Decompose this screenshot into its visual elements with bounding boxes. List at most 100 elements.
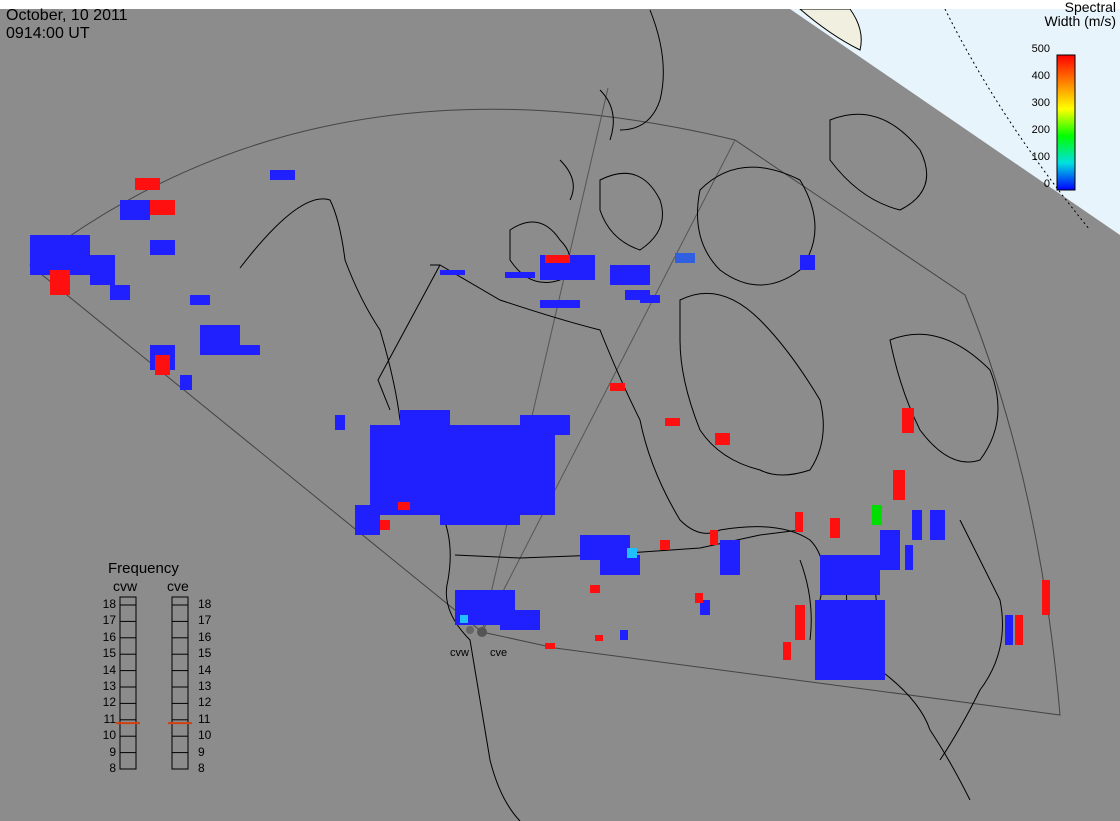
frequency-scale-label: 17 xyxy=(102,613,116,628)
echo-cell xyxy=(930,510,945,540)
frequency-scale-label: 17 xyxy=(198,613,212,628)
fov-beam-line xyxy=(481,139,736,633)
echo-cell xyxy=(110,285,130,300)
echo-cell xyxy=(50,270,70,295)
echo-cell xyxy=(270,170,295,180)
echo-cell xyxy=(715,433,730,445)
echo-cell xyxy=(905,545,913,570)
frequency-scale-label: 10 xyxy=(198,728,212,743)
radar-site-cve xyxy=(477,627,487,637)
frequency-scale-label: 11 xyxy=(103,711,116,726)
echo-cell xyxy=(625,290,650,300)
polar-region xyxy=(790,9,1120,235)
echo-cell xyxy=(610,383,625,391)
frequency-scale-label: 9 xyxy=(109,744,116,759)
echo-cell xyxy=(400,410,450,430)
echo-cell xyxy=(595,635,603,641)
echo-cell xyxy=(150,200,175,215)
colorbar-title-line1: Spectral xyxy=(1064,0,1116,15)
frequency-scale-label: 16 xyxy=(102,629,116,644)
echo-cell xyxy=(675,253,695,263)
echo-cell xyxy=(640,295,660,303)
echo-cell xyxy=(795,605,805,640)
colorbar xyxy=(1056,54,1076,191)
echo-cell xyxy=(795,512,803,532)
cvw-channel-label: cvw xyxy=(113,578,138,594)
echo-cell xyxy=(500,610,540,630)
echo-cell xyxy=(820,555,880,595)
echo-cell xyxy=(440,270,465,275)
echo-cell xyxy=(610,265,650,285)
echo-cell xyxy=(720,540,740,575)
fov-beam-line xyxy=(481,87,609,633)
echo-cell xyxy=(590,585,600,593)
frequency-scale-label: 14 xyxy=(102,662,116,677)
echo-cell xyxy=(545,255,570,263)
plot-time: 0914:00 UT xyxy=(6,25,90,42)
frequency-scale-label: 12 xyxy=(198,695,212,710)
radar-label-cvw: cvw xyxy=(450,647,469,659)
echo-cell xyxy=(830,518,840,538)
echo-cell xyxy=(695,593,703,603)
frequency-scale-label: 13 xyxy=(102,679,116,693)
polar-circle-dashed xyxy=(944,8,1091,231)
echo-cell xyxy=(180,375,192,390)
radar-label-cve: cve xyxy=(490,647,508,659)
echo-cell xyxy=(380,520,390,530)
frequency-scale-label: 14 xyxy=(198,662,212,677)
echo-cell xyxy=(545,643,555,649)
echo-cell xyxy=(815,600,885,680)
colorbar-tick-label: 100 xyxy=(1031,151,1050,163)
frequency-scale-label: 8 xyxy=(109,761,116,775)
cve-frequency-bar xyxy=(171,596,189,770)
plot-date: October, 10 2011 xyxy=(6,7,128,24)
echo-cell xyxy=(398,502,410,510)
echo-cell xyxy=(150,240,175,255)
echo-cell xyxy=(440,500,520,525)
echo-cell xyxy=(1042,580,1050,615)
echo-cell xyxy=(120,200,150,220)
borders xyxy=(377,264,801,559)
polar-landmass xyxy=(798,8,862,51)
echo-cell xyxy=(335,415,345,430)
colorbar-title: Spectral Width (m/s) xyxy=(996,0,1116,28)
frequency-scale-label: 18 xyxy=(198,597,212,611)
echo-cell xyxy=(240,345,260,355)
frequency-scale-label: 15 xyxy=(102,646,116,661)
echo-cell xyxy=(700,600,710,615)
echo-cells xyxy=(30,170,1050,680)
echo-cell xyxy=(155,355,170,375)
frequency-scale-label: 18 xyxy=(102,597,116,611)
echo-cell xyxy=(627,548,637,558)
colorbar-tick-label: 500 xyxy=(1031,43,1050,55)
colorbar-tick-label: 400 xyxy=(1031,70,1050,82)
echo-cell xyxy=(1005,615,1013,645)
radar-site-cvw xyxy=(466,626,474,634)
echo-cell xyxy=(355,505,380,535)
echo-cell xyxy=(665,418,680,426)
colorbar-title-line2: Width (m/s) xyxy=(1044,13,1116,29)
frequency-title: Frequency xyxy=(108,560,179,577)
echo-cell xyxy=(902,408,914,433)
frequency-scale-label: 10 xyxy=(102,728,116,743)
echo-cell xyxy=(135,178,160,190)
frequency-scale-label: 16 xyxy=(198,629,212,644)
echo-cell xyxy=(660,540,670,550)
echo-cell xyxy=(600,555,640,575)
echo-cell xyxy=(30,235,90,275)
echo-cell xyxy=(190,295,210,305)
echo-cell xyxy=(912,510,922,540)
echo-cell xyxy=(1015,615,1023,645)
frequency-panel xyxy=(116,596,192,770)
colorbar-tick-label: 300 xyxy=(1031,97,1050,109)
coastlines xyxy=(239,9,1003,821)
cve-channel-label: cve xyxy=(167,578,189,594)
colorbar-tick-label: 0 xyxy=(1043,178,1050,190)
echo-cell xyxy=(800,255,815,270)
frequency-scale-label: 8 xyxy=(198,761,205,775)
echo-cell xyxy=(520,415,570,435)
frequency-scale-label: 12 xyxy=(102,695,116,710)
colorbar-tick-label: 200 xyxy=(1031,124,1050,136)
echo-cell xyxy=(505,272,535,278)
